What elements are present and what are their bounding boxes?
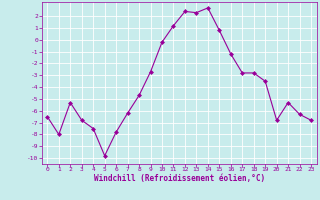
X-axis label: Windchill (Refroidissement éolien,°C): Windchill (Refroidissement éolien,°C) — [94, 174, 265, 183]
